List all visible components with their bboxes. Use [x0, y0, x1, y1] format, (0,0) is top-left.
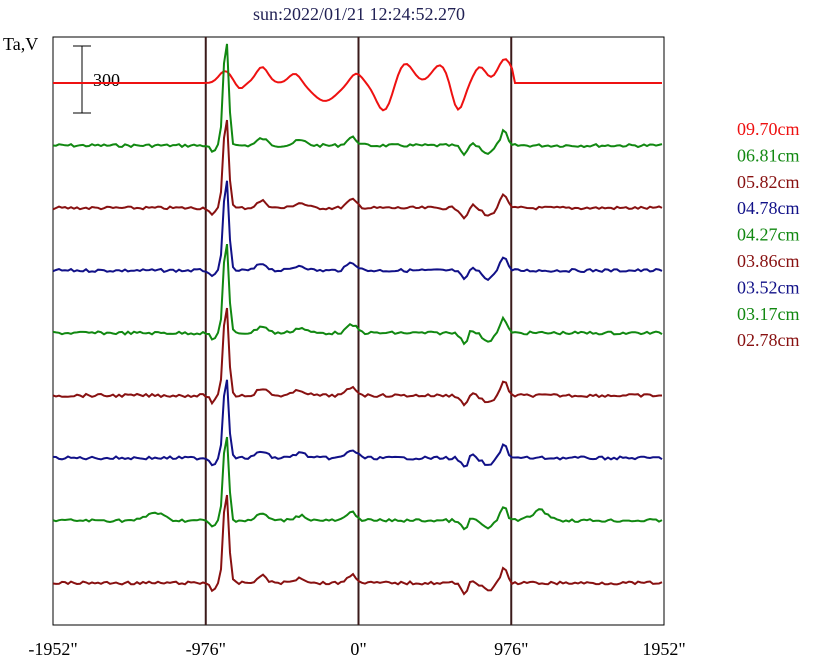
legend-entry: 05.82cm — [737, 172, 800, 192]
series-line — [52, 379, 663, 468]
x-axis: -1952" -976" 0" 976" 1952" — [28, 639, 685, 659]
scale-bar-label: 300 — [93, 70, 120, 90]
legend-entry: 04.78cm — [737, 198, 800, 218]
x-tick-label: 1952" — [642, 639, 685, 659]
legend-entry: 02.78cm — [737, 330, 800, 350]
series-line — [52, 180, 663, 282]
series-line — [52, 243, 663, 346]
x-tick-label: 0" — [350, 639, 366, 659]
reference-lines — [204, 37, 513, 625]
legend-entry: 04.27cm — [737, 225, 800, 245]
series-line — [52, 436, 663, 531]
legend-entry: 03.86cm — [737, 251, 800, 271]
series-line — [52, 307, 662, 407]
x-tick-label: -1952" — [28, 639, 77, 659]
series-lines — [52, 43, 663, 596]
x-tick-label: -976" — [186, 639, 226, 659]
chart-title: sun:2022/01/21 12:24:52.270 — [253, 4, 465, 24]
series-line — [52, 43, 663, 157]
series-line — [53, 58, 662, 112]
legend-entry: 03.17cm — [737, 304, 800, 324]
scale-bar: 300 — [73, 45, 120, 114]
legend-entry: 06.81cm — [737, 145, 800, 165]
series-line — [52, 119, 663, 220]
legend-entry: 09.70cm — [737, 119, 800, 139]
legend: 09.70cm 06.81cm 05.82cm 04.78cm 04.27cm 03.86… — [737, 119, 800, 350]
legend-entry: 03.52cm — [737, 277, 800, 297]
series-line — [52, 494, 663, 596]
x-tick-label: 976" — [494, 639, 528, 659]
y-axis-label: Ta,V — [3, 34, 38, 54]
